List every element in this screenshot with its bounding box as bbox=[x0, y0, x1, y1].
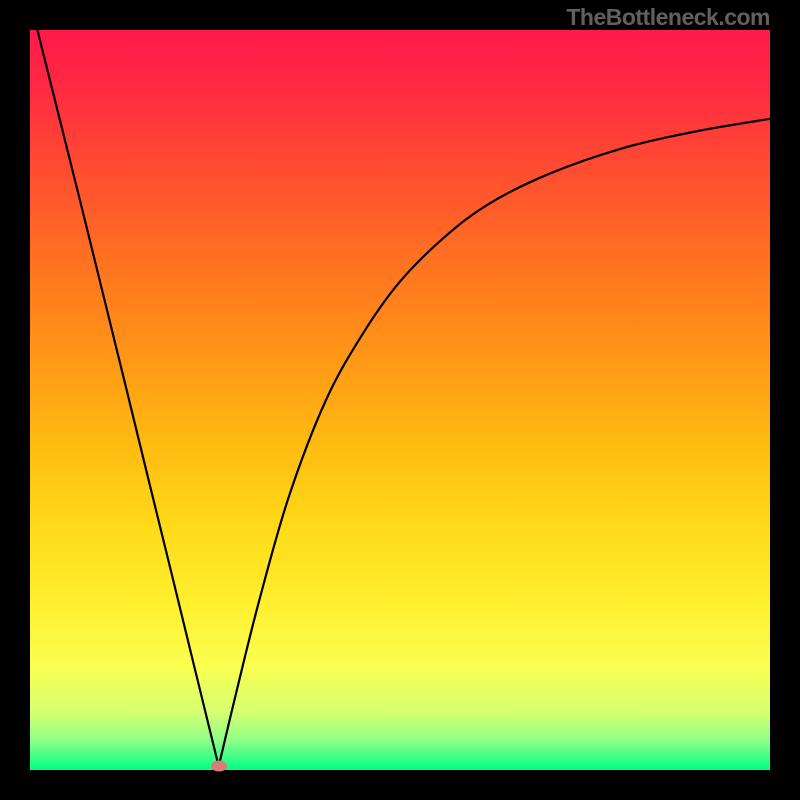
chart-container: { "watermark": { "text": "TheBottleneck.… bbox=[0, 0, 800, 800]
min-marker bbox=[211, 761, 227, 772]
v-curve bbox=[37, 30, 770, 766]
plot-area bbox=[30, 30, 770, 770]
curve-layer bbox=[30, 30, 770, 770]
watermark-text: TheBottleneck.com bbox=[566, 4, 770, 31]
